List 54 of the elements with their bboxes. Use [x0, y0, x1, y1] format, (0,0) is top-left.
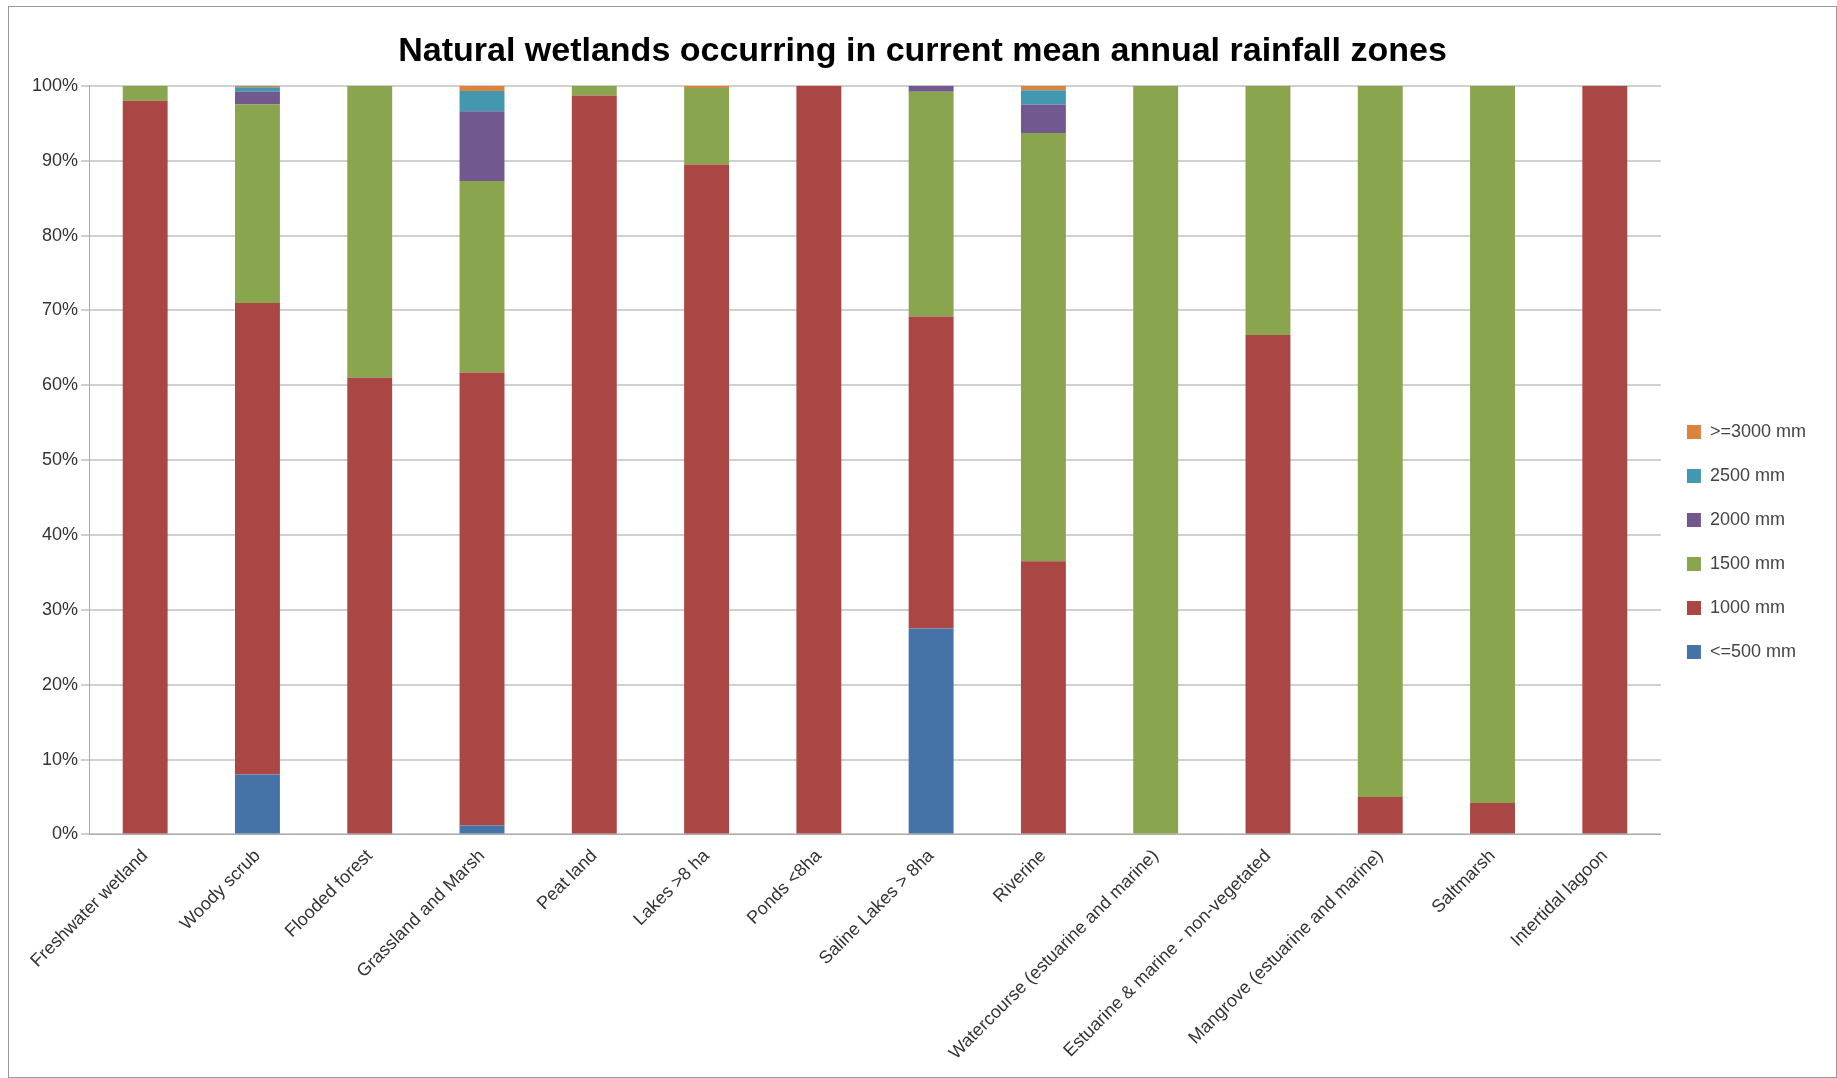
- y-tick-label: 10%: [42, 748, 79, 769]
- bar: [347, 85, 393, 378]
- bar: [1245, 335, 1291, 834]
- bar: [235, 104, 280, 303]
- y-tick-label: 40%: [42, 523, 79, 544]
- bar: [1020, 90, 1066, 105]
- bar: [1020, 561, 1066, 834]
- legend-label: 2000 mm: [1709, 508, 1785, 529]
- bar: [459, 372, 505, 826]
- y-tick-label: 20%: [42, 673, 79, 694]
- legend-label: 1500 mm: [1709, 552, 1785, 573]
- bar: [459, 111, 505, 181]
- legend-label: 1000 mm: [1709, 596, 1785, 617]
- bar: [908, 628, 954, 834]
- y-tick-label: 100%: [31, 74, 79, 95]
- y-tick-label: 30%: [42, 598, 79, 619]
- bar: [235, 91, 280, 105]
- bar: [684, 88, 730, 165]
- y-tick-label: 60%: [42, 374, 79, 395]
- chart-title: Natural wetlands occurring in current mean annual rainfall zones: [398, 29, 1447, 68]
- y-tick-label: 80%: [42, 224, 79, 245]
- bar: [235, 87, 280, 92]
- bar: [1020, 132, 1066, 562]
- bar: [796, 85, 842, 834]
- bar: [1245, 85, 1291, 336]
- bar: [908, 316, 954, 629]
- legend-label: <=500 mm: [1709, 640, 1796, 661]
- legend-label: 2500 mm: [1709, 464, 1785, 485]
- bar: [1582, 85, 1628, 834]
- bar: [1470, 85, 1515, 804]
- y-tick-label: 0%: [52, 823, 79, 844]
- bar: [122, 100, 168, 834]
- bar: [1133, 85, 1179, 834]
- bar: [1470, 803, 1515, 834]
- bar: [122, 85, 168, 101]
- bar: [459, 825, 505, 834]
- y-tick-label: 50%: [42, 449, 79, 470]
- bar: [571, 95, 617, 834]
- bar: [459, 91, 505, 112]
- bar: [459, 85, 505, 92]
- bar: [1357, 85, 1403, 798]
- bar: [1020, 104, 1066, 133]
- bar: [347, 377, 393, 834]
- bar: [908, 85, 954, 92]
- bar: [908, 91, 954, 317]
- y-tick-label: 70%: [42, 299, 79, 320]
- legend-label: >=3000 mm: [1709, 420, 1807, 441]
- bar: [684, 164, 730, 834]
- bar: [235, 302, 280, 775]
- bar: [235, 774, 280, 834]
- bar: [571, 85, 617, 96]
- bar: [1357, 797, 1403, 834]
- y-tick-label: 90%: [42, 149, 79, 170]
- bar: [459, 180, 505, 373]
